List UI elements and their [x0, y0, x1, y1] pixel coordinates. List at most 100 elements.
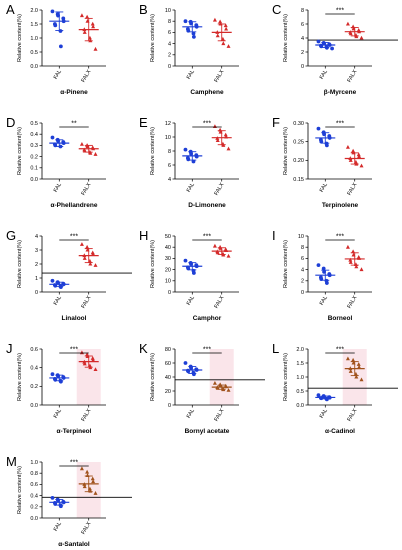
- data-point: [90, 21, 95, 26]
- data-point: [356, 152, 361, 157]
- x-tick-label: FAL: [186, 408, 196, 419]
- y-tick-label: 0.6: [30, 347, 38, 353]
- data-point: [191, 271, 196, 275]
- data-point: [79, 466, 84, 471]
- y-tick-label: 0.2: [30, 154, 38, 160]
- significance-label: ***: [336, 121, 344, 128]
- y-tick-label: 40: [165, 375, 171, 381]
- data-point: [194, 154, 199, 159]
- y-tick-label: 2.0: [30, 8, 38, 14]
- data-point: [348, 260, 353, 264]
- data-point: [85, 14, 90, 19]
- x-tick-label: FAL: [319, 295, 329, 306]
- panel-letter: J: [6, 341, 13, 356]
- data-point: [357, 154, 362, 159]
- y-tick-label: 20: [165, 389, 171, 395]
- data-point: [79, 141, 84, 146]
- data-point: [191, 31, 196, 36]
- panel-title: α-Terpineol: [57, 428, 92, 435]
- panel-letter: M: [6, 454, 17, 469]
- panel-title: α-Santalol: [58, 541, 90, 548]
- group-highlight: [342, 349, 367, 405]
- significance-label: ***: [203, 347, 211, 354]
- data-point: [351, 357, 356, 362]
- data-point: [356, 362, 361, 366]
- y-tick-label: 0.5: [30, 50, 38, 56]
- data-point: [93, 152, 98, 156]
- y-tick-label: 10: [298, 234, 304, 240]
- y-tick-label: 2.0: [296, 347, 304, 353]
- y-axis-label: Relative content(%): [283, 127, 289, 175]
- data-point: [90, 476, 95, 481]
- y-tick-label: 0.5: [30, 121, 38, 127]
- x-tick-label: FAL: [53, 182, 63, 193]
- x-tick-label: FAL: [186, 295, 196, 306]
- y-tick-label: 0.0: [30, 403, 38, 409]
- data-point: [50, 372, 55, 377]
- data-point: [93, 367, 98, 372]
- y-tick-label: 3: [35, 248, 38, 254]
- data-point: [212, 124, 217, 128]
- x-tick-label: FALX: [81, 408, 93, 423]
- data-point: [79, 13, 84, 18]
- data-point: [330, 46, 334, 51]
- data-point: [50, 278, 55, 283]
- data-point: [221, 41, 226, 46]
- panel-title: β-Myrcene: [324, 89, 357, 96]
- group-highlight: [209, 349, 234, 405]
- y-tick-label: 4: [168, 41, 171, 47]
- data-point: [91, 357, 96, 362]
- panel-title: Terpinolene: [322, 202, 359, 209]
- y-axis-label: Relative content(%): [150, 14, 156, 62]
- y-tick-label: 1.5: [30, 22, 38, 28]
- data-point: [53, 23, 58, 28]
- data-point: [316, 39, 321, 44]
- data-point: [345, 356, 350, 361]
- panel-title: α-Phellandrene: [51, 202, 98, 209]
- y-tick-label: 2: [35, 262, 38, 268]
- data-point: [321, 266, 326, 271]
- data-point: [82, 148, 87, 153]
- data-point: [82, 30, 87, 34]
- data-point: [324, 281, 329, 285]
- significance-label: ***: [70, 347, 78, 354]
- x-tick-label: FALX: [81, 69, 93, 84]
- y-tick-label: 0: [301, 64, 304, 70]
- data-point: [50, 495, 55, 500]
- data-point: [212, 243, 217, 248]
- x-tick-label: FAL: [53, 69, 63, 80]
- y-tick-label: 0.25: [293, 139, 304, 145]
- y-tick-label: 0.2: [30, 384, 38, 390]
- data-point: [215, 385, 220, 390]
- y-tick-label: 1.0: [30, 460, 38, 466]
- panel-letter: L: [272, 341, 279, 356]
- data-point: [357, 364, 362, 369]
- data-point: [223, 23, 228, 28]
- y-tick-label: 0.8: [30, 471, 38, 477]
- data-point: [183, 147, 188, 152]
- x-tick-label: FAL: [186, 69, 196, 80]
- data-point: [50, 135, 55, 140]
- data-point: [91, 251, 96, 256]
- panel-letter: F: [272, 115, 280, 130]
- y-tick-label: 6: [168, 30, 171, 36]
- y-axis-label: Relative content(%): [17, 353, 23, 401]
- x-tick-label: FALX: [347, 295, 359, 310]
- y-tick-label: 4: [301, 267, 304, 273]
- panel-letter: G: [6, 228, 16, 243]
- y-tick-label: 8: [301, 8, 304, 14]
- y-tick-label: 30: [165, 256, 171, 262]
- y-axis-label: Relative content(%): [150, 127, 156, 175]
- y-axis-label: Relative content(%): [17, 466, 23, 514]
- significance-label: ***: [336, 347, 344, 354]
- data-point: [186, 157, 191, 162]
- panel-letter: K: [139, 341, 148, 356]
- y-axis-label: Relative content(%): [283, 240, 289, 288]
- x-tick-label: FALX: [347, 408, 359, 423]
- data-point: [316, 263, 321, 268]
- data-point: [226, 44, 231, 48]
